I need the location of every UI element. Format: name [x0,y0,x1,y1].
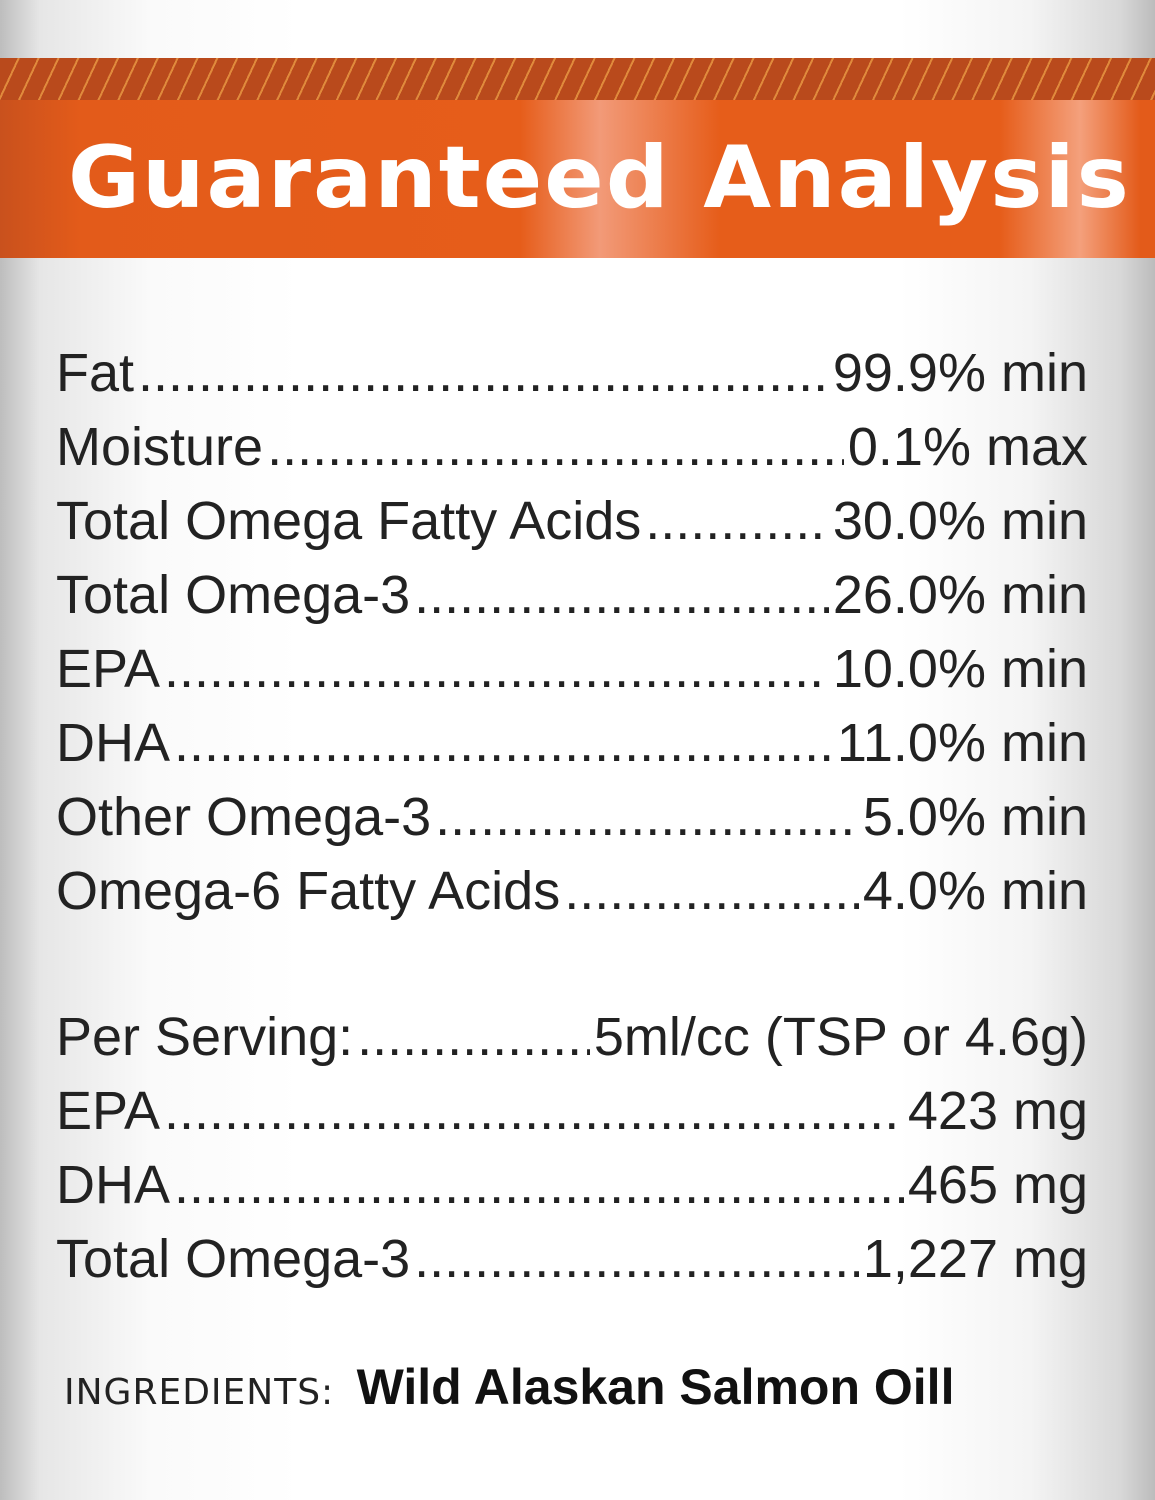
item-label: Per Serving: [56,1007,354,1067]
dot-leader [414,1222,859,1296]
banner-stripe [0,58,1155,102]
list-item: Other Omega-3 5.0% min [56,780,1088,854]
list-item: Omega-6 Fatty Acids 4.0% min [56,854,1088,928]
list-item: Per Serving: 5ml/cc (TSP or 4.6g) [56,1000,1088,1074]
list-item: Fat 99.9% min [56,336,1088,410]
dot-leader [174,706,833,780]
item-value: 5.0% min [862,787,1088,847]
item-value: 99.9% min [832,343,1088,403]
item-label: Total Omega Fatty Acids [56,491,642,551]
analysis-list: Fat 99.9% min Moisture 0.1% max Total Omega … [56,336,1088,928]
ingredients-value: Wild Alaskan Salmon Oill [356,1359,955,1415]
serving-list: Per Serving: 5ml/cc (TSP or 4.6g) EPA 423 m… [56,1000,1088,1296]
dot-leader [164,632,829,706]
item-value: 4.0% min [862,861,1088,921]
item-value: 423 mg [907,1081,1088,1141]
dot-leader [138,336,829,410]
page-title: Guaranteed Analysis [68,128,1131,228]
dot-leader [164,1074,904,1148]
item-label: EPA [56,1081,161,1141]
item-value: 30.0% min [832,491,1088,551]
list-item: Total Omega-3 1,227 mg [56,1222,1088,1296]
ingredients: INGREDIENTS: Wild Alaskan Salmon Oill [64,1358,954,1416]
item-label: DHA [56,1155,171,1215]
item-label: DHA [56,713,171,773]
item-label: Fat [56,343,135,403]
item-label: Moisture [56,417,264,477]
item-label: Total Omega-3 [56,565,411,625]
item-value: 11.0% min [836,713,1088,773]
dot-leader [645,484,829,558]
item-value: 5ml/cc (TSP or 4.6g) [593,1007,1088,1067]
item-value: 465 mg [907,1155,1088,1215]
item-value: 1,227 mg [862,1229,1088,1289]
item-value: 26.0% min [832,565,1088,625]
dot-leader [267,410,844,484]
dot-leader [357,1000,590,1074]
item-label: EPA [56,639,161,699]
list-item: DHA 465 mg [56,1148,1088,1222]
ingredients-label: INGREDIENTS: [64,1372,335,1413]
list-item: EPA 10.0% min [56,632,1088,706]
dot-leader [564,854,859,928]
item-value: 0.1% max [847,417,1088,477]
dot-leader [435,780,859,854]
list-item: DHA 11.0% min [56,706,1088,780]
list-item: EPA 423 mg [56,1074,1088,1148]
dot-leader [174,1148,904,1222]
title-banner [0,100,1155,258]
dot-leader [414,558,829,632]
item-label: Total Omega-3 [56,1229,411,1289]
list-item: Moisture 0.1% max [56,410,1088,484]
list-item: Total Omega Fatty Acids 30.0% min [56,484,1088,558]
item-label: Other Omega-3 [56,787,432,847]
item-label: Omega-6 Fatty Acids [56,861,561,921]
list-item: Total Omega-3 26.0% min [56,558,1088,632]
item-value: 10.0% min [832,639,1088,699]
